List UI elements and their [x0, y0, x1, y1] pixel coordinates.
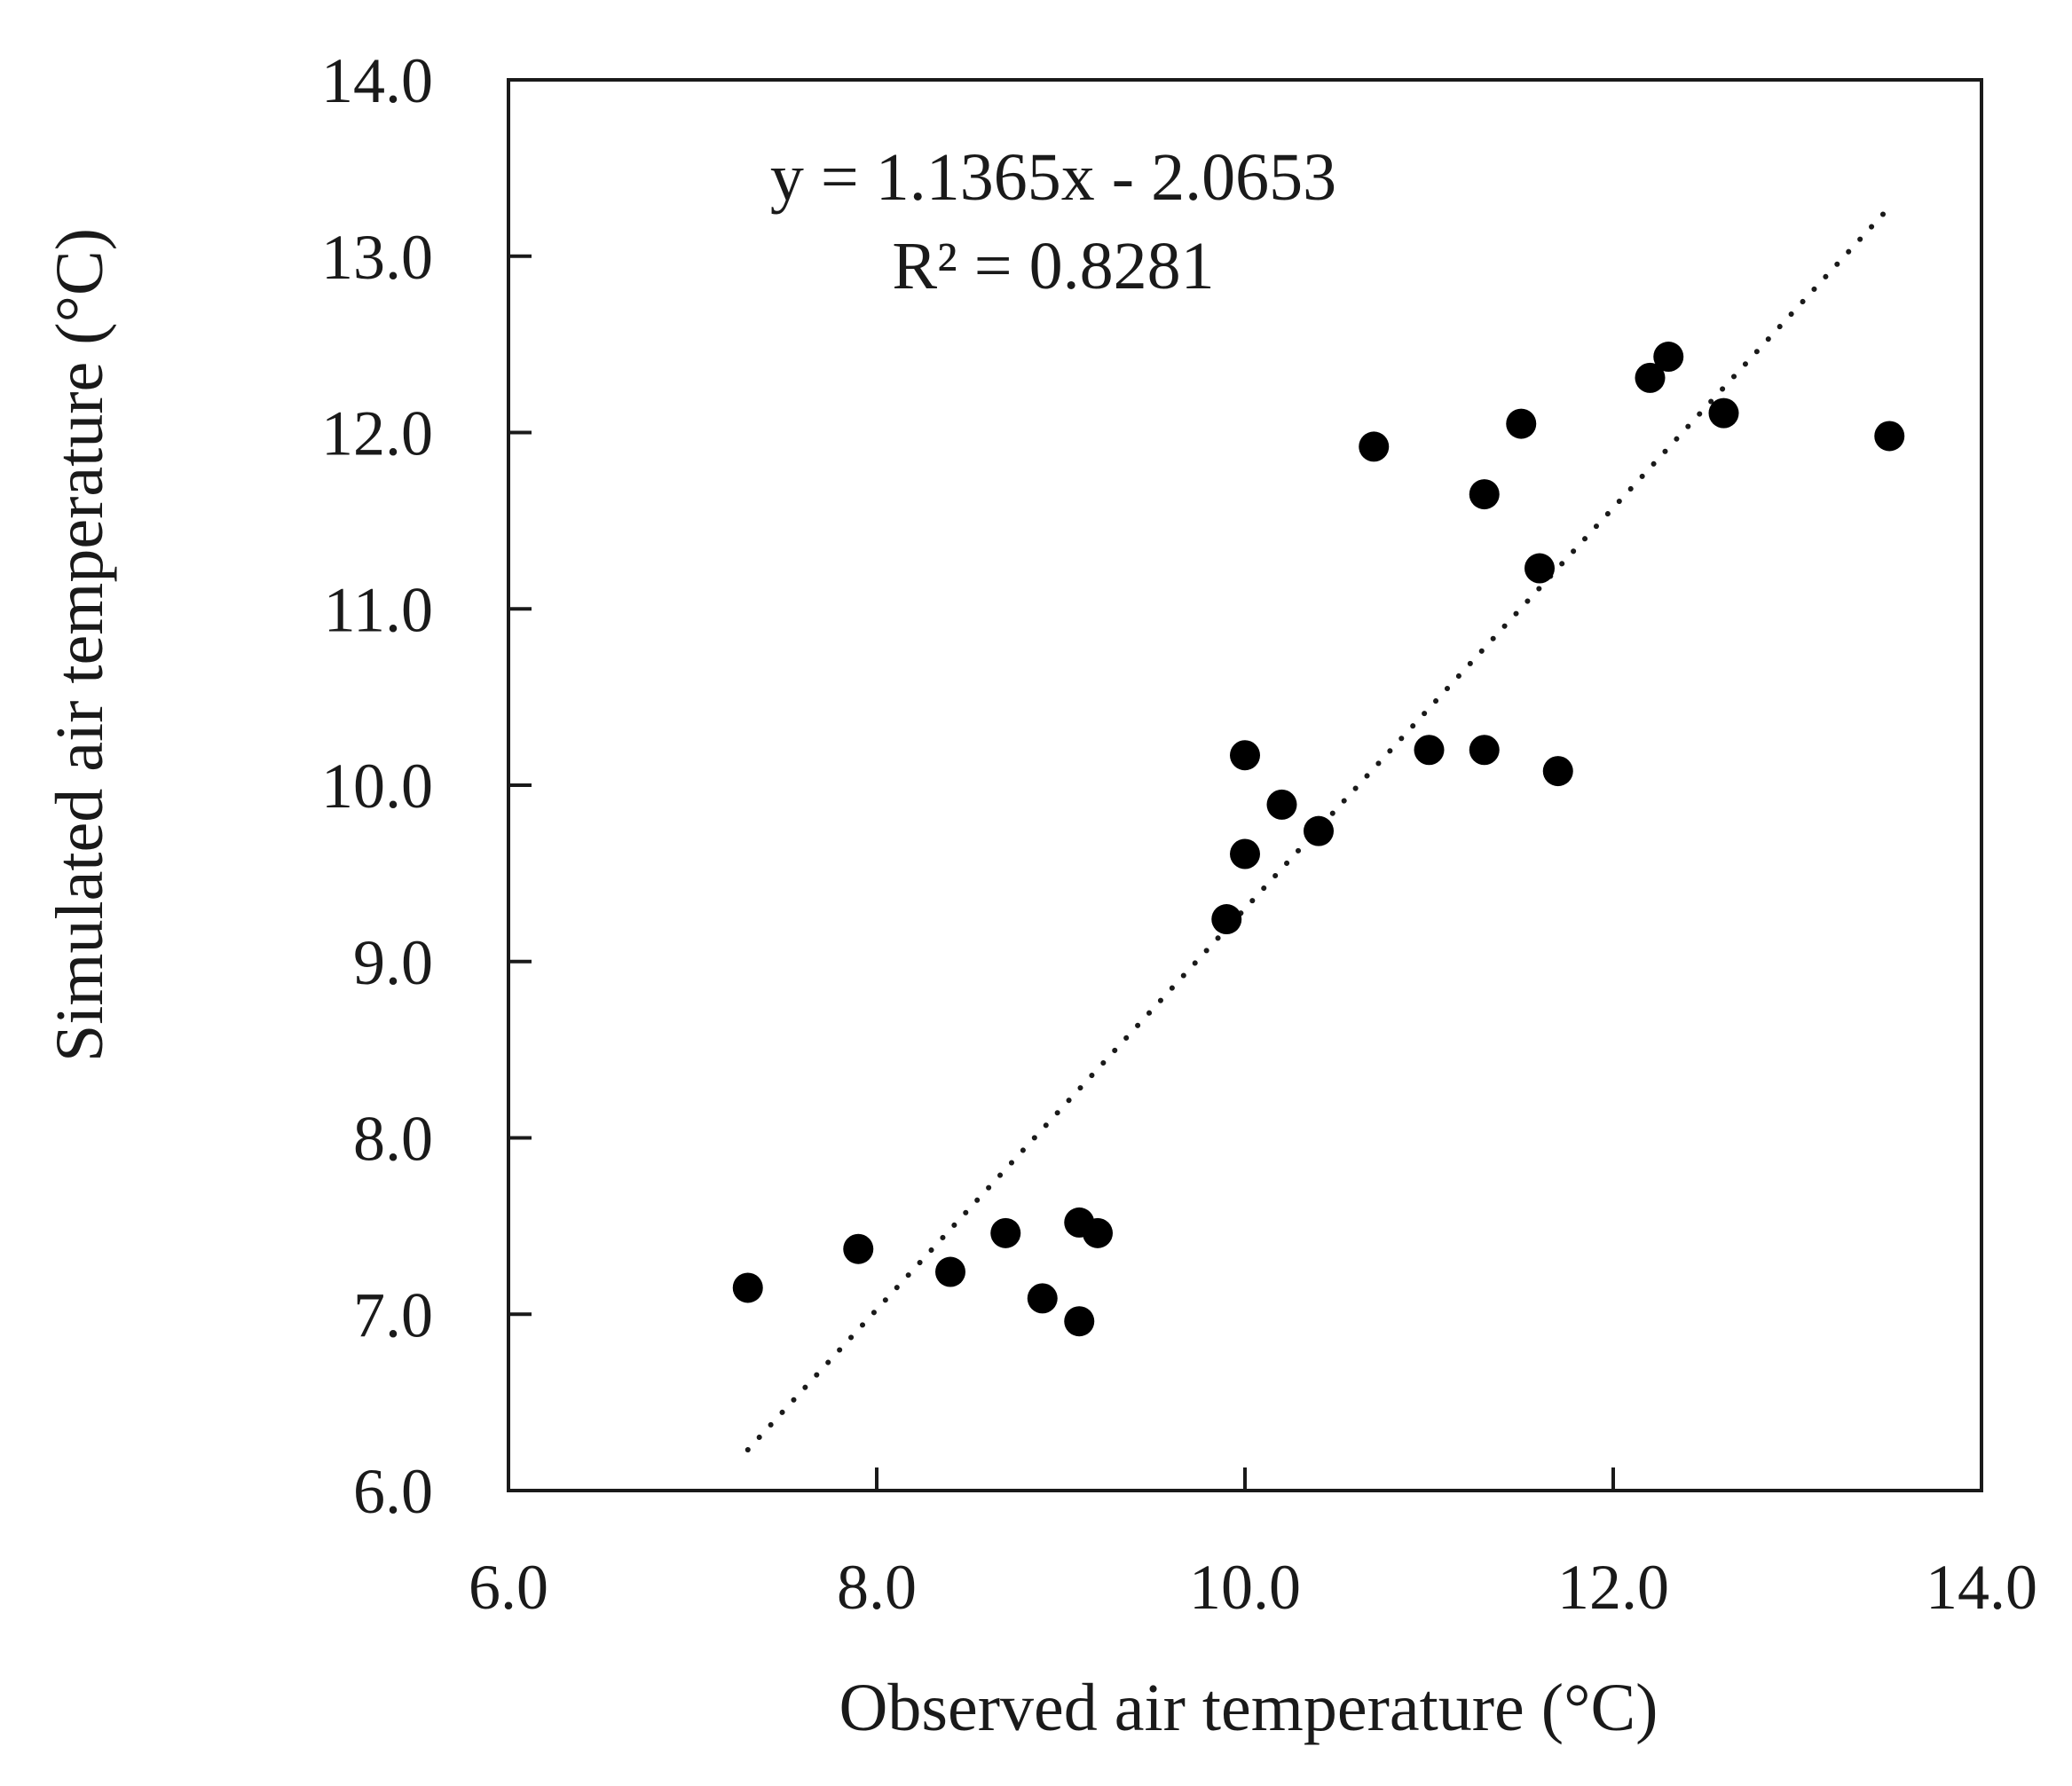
- y-axis-title: Simulated air temperature (°C): [43, 228, 117, 1062]
- y-tick-label: 12.0: [321, 398, 433, 469]
- trendline-layer: [745, 204, 1893, 1453]
- trendline-equation: y = 1.1365x - 2.0653: [770, 140, 1336, 215]
- data-point: [1027, 1283, 1058, 1314]
- x-tick-label: 14.0: [1926, 1552, 2037, 1623]
- data-point: [1874, 421, 1905, 452]
- data-point: [1542, 756, 1573, 787]
- data-point: [1469, 735, 1500, 766]
- data-point: [1083, 1217, 1113, 1248]
- x-tick-label: 6.0: [469, 1552, 548, 1623]
- data-point: [1653, 342, 1684, 373]
- data-point: [1506, 408, 1537, 439]
- x-tick-label: 10.0: [1189, 1552, 1301, 1623]
- y-tick-label: 8.0: [353, 1104, 433, 1175]
- data-point: [1304, 815, 1334, 846]
- y-tick-label: 10.0: [321, 751, 433, 822]
- data-point: [1524, 553, 1555, 584]
- data-point: [1635, 362, 1666, 393]
- plot-border: [507, 78, 1983, 1492]
- y-tick-label: 14.0: [321, 45, 433, 116]
- x-tick-label: 12.0: [1557, 1552, 1669, 1623]
- trendline: [745, 204, 1893, 1453]
- y-tick-label: 11.0: [324, 574, 433, 645]
- data-point: [1414, 735, 1445, 766]
- data-points: [732, 342, 1905, 1337]
- data-point: [1064, 1306, 1095, 1337]
- data-point: [732, 1272, 763, 1303]
- data-point: [1230, 838, 1260, 869]
- data-point: [1211, 904, 1242, 935]
- y-tick-label: 6.0: [353, 1456, 433, 1527]
- data-point: [1469, 479, 1500, 510]
- plot-area: [507, 78, 1983, 1492]
- trendline-r-squared: R² = 0.8281: [892, 229, 1214, 303]
- y-axis-ticks: 6.0 7.0 8.0 9.0 10.0 11.0 12.0 13.0 14.0: [321, 45, 532, 1527]
- data-point: [1359, 431, 1390, 462]
- y-tick-label: 9.0: [353, 927, 433, 998]
- x-axis-title: Observed air temperature (°C): [839, 1671, 1658, 1745]
- data-point: [1266, 789, 1297, 820]
- data-point: [990, 1217, 1021, 1248]
- data-point: [935, 1256, 965, 1287]
- data-point: [843, 1233, 874, 1264]
- data-point: [1708, 397, 1739, 429]
- y-tick-label: 13.0: [321, 222, 433, 293]
- x-tick-label: 8.0: [837, 1552, 917, 1623]
- data-point: [1230, 740, 1260, 771]
- y-tick-label: 7.0: [353, 1279, 433, 1350]
- x-axis-ticks: 6.0 8.0 10.0 12.0 14.0: [469, 1467, 2037, 1623]
